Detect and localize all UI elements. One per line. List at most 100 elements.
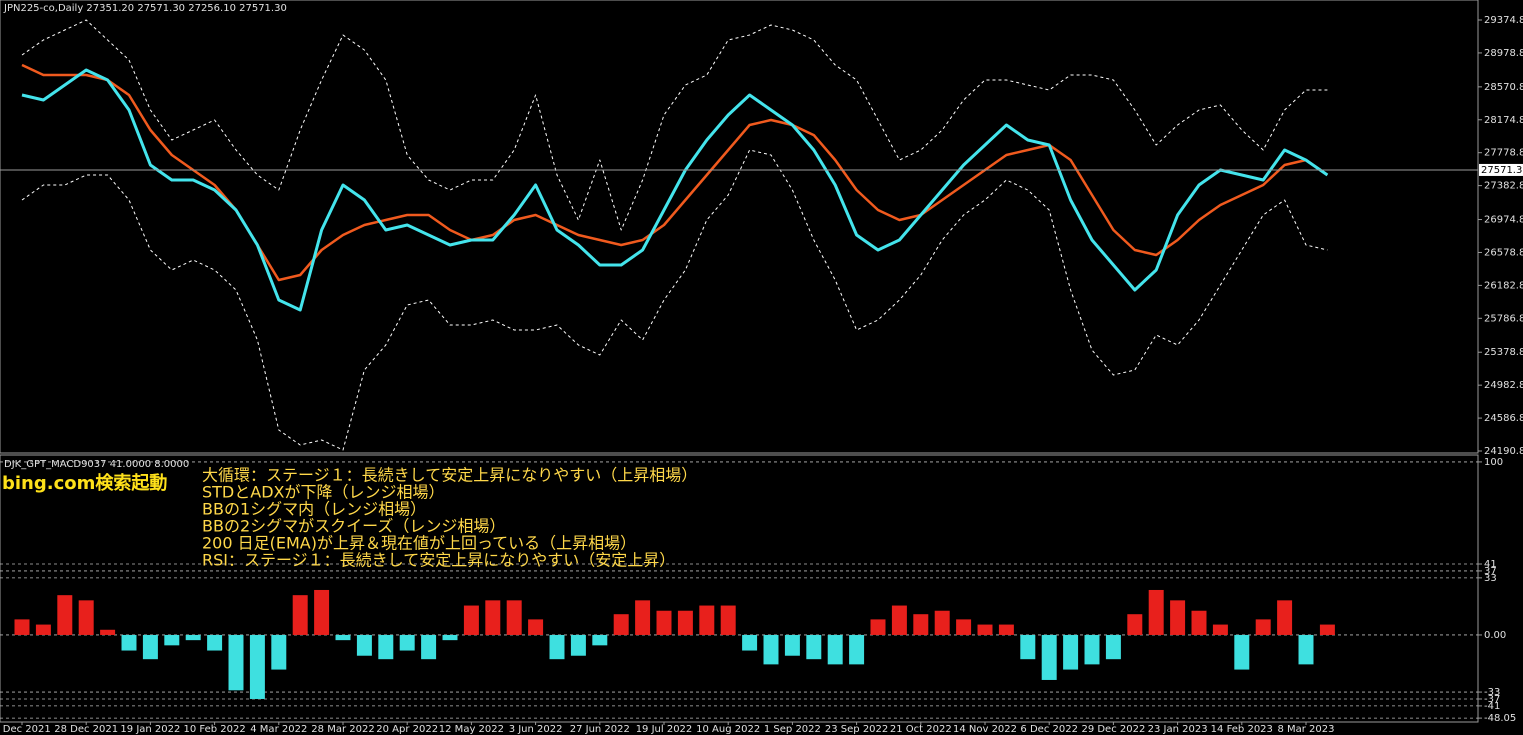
histogram-bar [977,624,993,635]
y-tick-label: 24190.80 [1484,446,1523,457]
x-tick-label: 6 Dec 2021 [0,724,51,735]
histogram-bar [934,610,950,635]
x-tick-label: 19 Jan 2022 [120,724,180,735]
x-tick-label: 28 Mar 2022 [311,724,374,735]
indicator-line [21,149,1328,451]
histogram-bar [870,619,886,635]
x-tick-label: 3 Jun 2022 [509,724,563,735]
histogram-bar [677,610,693,635]
y-tick-label: 37 [1484,566,1497,577]
histogram-bar [57,595,73,635]
histogram-bar [570,634,586,656]
histogram-bar [806,634,822,660]
histogram-bar [249,634,265,699]
indicator-pane [0,454,1479,723]
x-tick-label: 19 Jul 2022 [636,724,693,735]
y-tick-label: 100 [1484,457,1503,468]
y-tick-label: -33 [1484,687,1500,698]
y-tick-label: 41 [1484,559,1497,570]
histogram-bar [1319,624,1335,635]
search-link[interactable]: bing.com検索起動 [2,472,167,494]
histogram-bar [399,634,415,651]
y-tick-label: 26182.80 [1484,280,1523,291]
x-tick-label: 6 Dec 2022 [1020,724,1078,735]
x-tick-label: 8 Mar 2023 [1277,724,1334,735]
current-price-label: 27571.30 [1481,165,1523,176]
histogram-bar [1234,634,1250,670]
histogram-bar [1127,614,1143,635]
histogram-bar [271,634,287,670]
x-tick-label: 12 May 2022 [439,724,504,735]
y-tick-label: 28570.80 [1484,82,1523,93]
y-tick-label: 25786.80 [1484,313,1523,324]
histogram-bar [335,634,351,641]
histogram-bar [1191,610,1207,635]
histogram-bar [421,634,437,660]
histogram-bar [1255,619,1271,635]
histogram-bar [78,600,94,635]
x-tick-label: 27 Jun 2022 [570,724,630,735]
histogram-bar [1041,634,1057,680]
indicator-line [21,68,1329,312]
y-tick-label: 26578.80 [1484,247,1523,258]
signal-message: RSI：ステージ１：長続きして安定上昇になりやすい（安定上昇） [202,551,675,570]
histogram-bar [998,624,1014,635]
histogram-bar [1277,600,1293,635]
histogram-bar [613,614,629,635]
x-tick-label: 14 Feb 2023 [1211,724,1273,735]
x-tick-label: 4 Mar 2022 [250,724,307,735]
histogram-bar [784,634,800,656]
x-tick-label: 23 Sep 2022 [825,724,888,735]
y-tick-label: -37 [1484,694,1500,705]
histogram-bar [121,634,137,651]
y-tick-label: 29374.80 [1484,15,1523,26]
y-tick-label: 24982.80 [1484,380,1523,391]
signal-message: 大循環：ステージ１：長続きして安定上昇になりやすい（上昇相場） [202,466,697,485]
histogram-bar [185,634,201,641]
y-tick-label: 25378.80 [1484,347,1523,358]
histogram-bar [228,634,244,691]
indicator-line [21,19,1328,231]
histogram-bar [292,595,308,635]
y-tick-label: 33 [1484,573,1497,584]
y-tick-label: 24586.80 [1484,413,1523,424]
histogram-bar [1298,634,1314,665]
y-tick-label: 0.00 [1484,630,1506,641]
histogram-bar [164,634,180,646]
chart-title: JPN225-co,Daily 27351.20 27571.30 27256.… [3,3,287,14]
x-tick-label: 14 Nov 2022 [953,724,1017,735]
indicator-title: DJK_GPT_MACD9037 41.0000 8.0000 [4,459,189,470]
histogram-bar [378,634,394,660]
histogram-bar [592,634,608,646]
histogram-bar [1084,634,1100,665]
histogram-bar [142,634,158,660]
histogram-bar [100,629,116,635]
x-tick-label: 29 Dec 2022 [1081,724,1145,735]
histogram-bar [35,624,51,635]
histogram-bar [827,634,843,665]
y-tick-label: -41 [1484,701,1500,712]
histogram-bar [956,619,972,635]
indicator-line [21,63,1329,282]
histogram-bar [1170,600,1186,635]
y-tick-label: 27778.80 [1484,148,1523,159]
histogram-bar [849,634,865,665]
y-tick-label: 28978.80 [1484,48,1523,59]
histogram-bar [720,605,736,635]
histogram-bar [549,634,565,660]
signal-message: BBの2シグマがスクイーズ（レンジ相場） [202,517,505,536]
histogram-bar [763,634,779,665]
x-tick-label: 23 Jan 2023 [1148,724,1208,735]
histogram-bar [891,605,907,635]
signal-message: STDとADXが下降（レンジ相場） [202,483,444,502]
histogram-bar [207,634,223,651]
histogram-bar [656,610,672,635]
y-tick-label: 26974.80 [1484,215,1523,226]
x-tick-label: 28 Dec 2021 [54,724,118,735]
histogram-bar [356,634,372,656]
histogram-bar [528,619,544,635]
y-tick-label: -48.05 [1484,713,1516,724]
histogram-bar [1212,624,1228,635]
histogram-bar [314,589,330,635]
histogram-bar [699,605,715,635]
